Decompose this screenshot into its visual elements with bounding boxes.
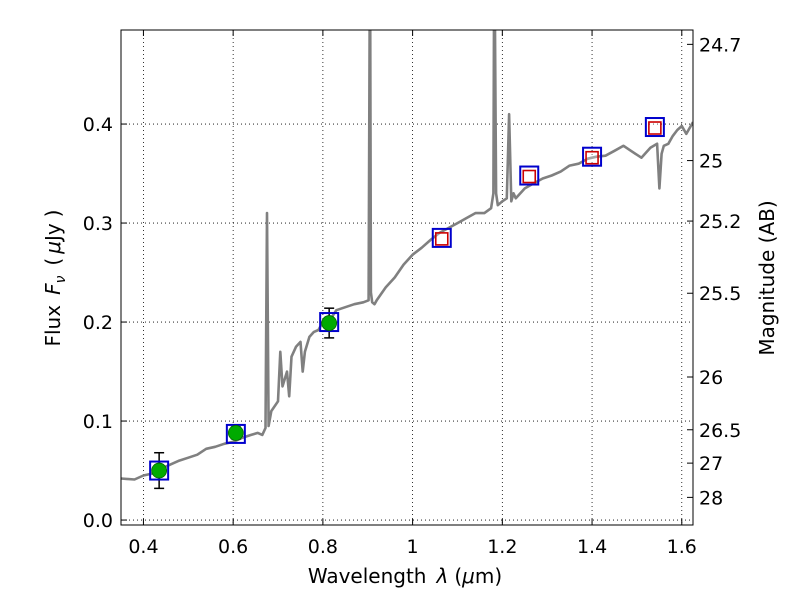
y-tick-label: 0.2 (83, 312, 113, 334)
y2-tick-label: 26.5 (699, 420, 741, 442)
model-box-marker (225, 423, 246, 444)
model-box-marker (319, 312, 340, 333)
ticks: 0.4 0.6 0.8 1 1.2 1.4 1.6 0.0 0.1 0.2 0.3 0.4 24.7 25… (83, 30, 741, 558)
x-tick-label: 1.6 (667, 536, 697, 558)
x-tick-label: 1.4 (577, 536, 607, 558)
y-tick-label: 0.0 (83, 510, 113, 532)
y2-tick-label: 25.2 (699, 211, 741, 233)
plot-frame (120, 29, 694, 526)
y2-tick-label: 25 (699, 151, 723, 173)
x-axis-title: Wavelength λ (μm) (308, 564, 502, 588)
y2-tick-label: 26 (699, 367, 723, 389)
y-tick-label: 0.1 (83, 411, 113, 433)
y-tick-label: 0.4 (83, 114, 113, 136)
y2-tick-label: 24.7 (699, 34, 741, 56)
data-layer (121, 30, 693, 490)
observed-point (227, 425, 244, 441)
y-axis-title: FluxFν(μJy) (41, 209, 69, 346)
y2-tick-label: 27 (699, 453, 723, 475)
y-tick-label: 0.3 (83, 213, 113, 235)
model-box-marker (582, 146, 603, 167)
predicted-box-marker (648, 121, 662, 135)
predicted-box-marker (522, 169, 537, 184)
observed-point (321, 315, 338, 331)
x-tick-label: 1 (407, 536, 419, 558)
y2-axis-title: Magnitude (AB) (755, 200, 779, 355)
model-box-marker (644, 117, 665, 138)
y2-tick-label: 25.5 (699, 283, 741, 305)
y2-tick-label: 28 (699, 487, 723, 509)
model-box-marker (149, 460, 170, 481)
predicted-box-marker (585, 150, 599, 165)
x-tick-label: 1.2 (487, 536, 517, 558)
x-tick-label: 0.4 (128, 536, 158, 558)
observed-point (151, 462, 168, 479)
x-tick-label: 0.6 (218, 536, 248, 558)
predicted-box-marker (434, 232, 449, 246)
spectrum-line (121, 30, 693, 481)
model-box-marker (519, 165, 540, 186)
x-tick-label: 0.8 (308, 536, 338, 558)
model-box-marker (431, 227, 452, 248)
